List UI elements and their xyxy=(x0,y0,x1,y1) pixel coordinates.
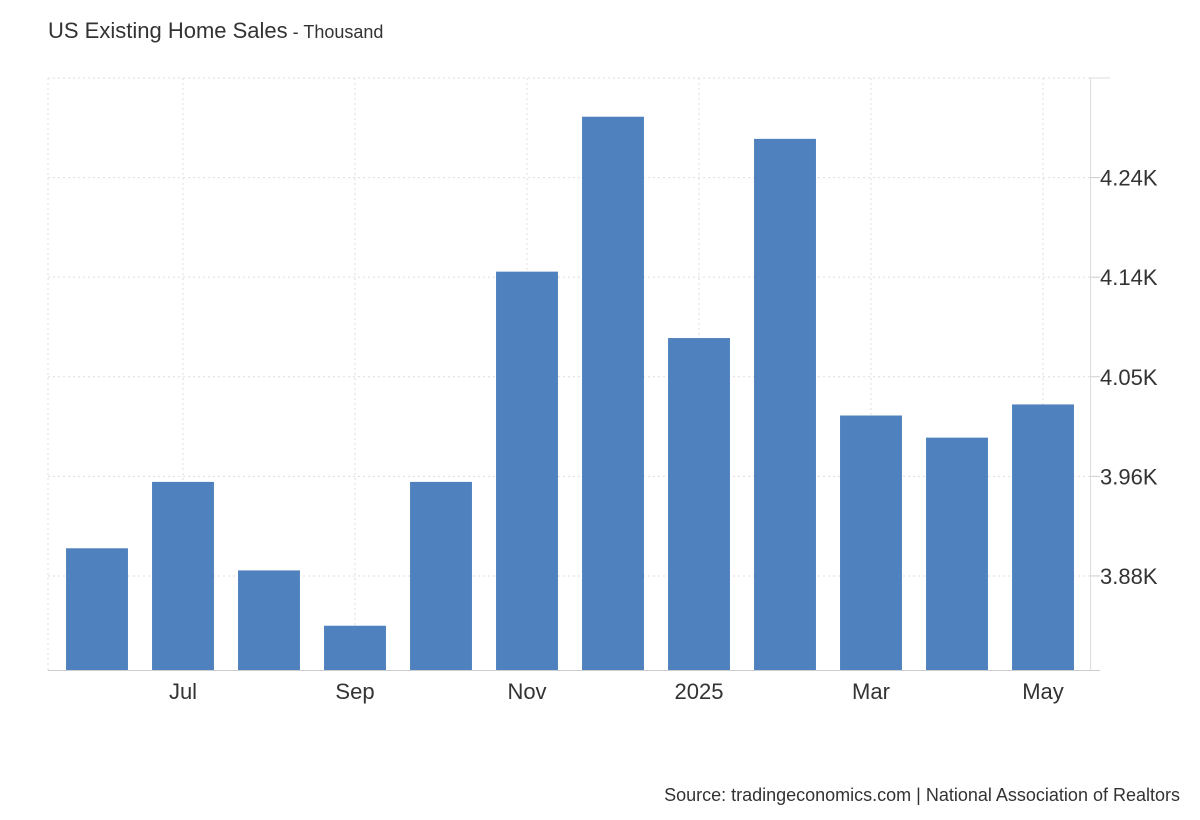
bar-jan-2025[interactable] xyxy=(668,338,730,670)
bar-may-2025[interactable] xyxy=(1012,404,1074,670)
bar-jun-2024[interactable] xyxy=(66,548,128,670)
axes xyxy=(48,77,1110,671)
bar-mar-2025[interactable] xyxy=(840,415,902,670)
y-tick-label: 3.96K xyxy=(1100,464,1158,489)
bar-jul-2024[interactable] xyxy=(152,481,214,670)
bar-oct-2024[interactable] xyxy=(410,481,472,670)
tick-labels: 3.88K 3.96K 4.05K 4.14K 4.24K Jul Sep Nov 2025 Ma… xyxy=(169,166,1158,704)
grid-lines xyxy=(47,77,1090,670)
x-tick-label: Sep xyxy=(335,679,374,704)
chart-title: US Existing Home Sales xyxy=(48,18,288,43)
bar-aug-2024[interactable] xyxy=(238,570,300,670)
y-tick-label: 3.88K xyxy=(1100,564,1158,589)
x-tick-label: Nov xyxy=(507,679,546,704)
x-tick-label: 2025 xyxy=(675,679,724,704)
chart-header: US Existing Home Sales - Thousand xyxy=(48,18,383,44)
bars xyxy=(66,116,1074,671)
x-tick-label: May xyxy=(1022,679,1064,704)
bar-dec-2024[interactable] xyxy=(582,116,644,670)
y-tick-label: 4.24K xyxy=(1100,166,1158,191)
x-tick-label: Jul xyxy=(169,679,197,704)
chart-subtitle-separator: - xyxy=(287,22,304,42)
bar-sep-2024[interactable] xyxy=(324,625,386,670)
bar-apr-2025[interactable] xyxy=(926,437,988,670)
source-note: Source: tradingeconomics.com | National … xyxy=(664,785,1180,805)
y-tick-label: 4.14K xyxy=(1100,265,1158,290)
x-tick-label: Mar xyxy=(852,679,890,704)
chart-subtitle: Thousand xyxy=(303,22,384,42)
bar-nov-2024[interactable] xyxy=(496,271,558,670)
bar-feb-2025[interactable] xyxy=(754,138,816,671)
y-tick-label: 4.05K xyxy=(1100,365,1158,390)
